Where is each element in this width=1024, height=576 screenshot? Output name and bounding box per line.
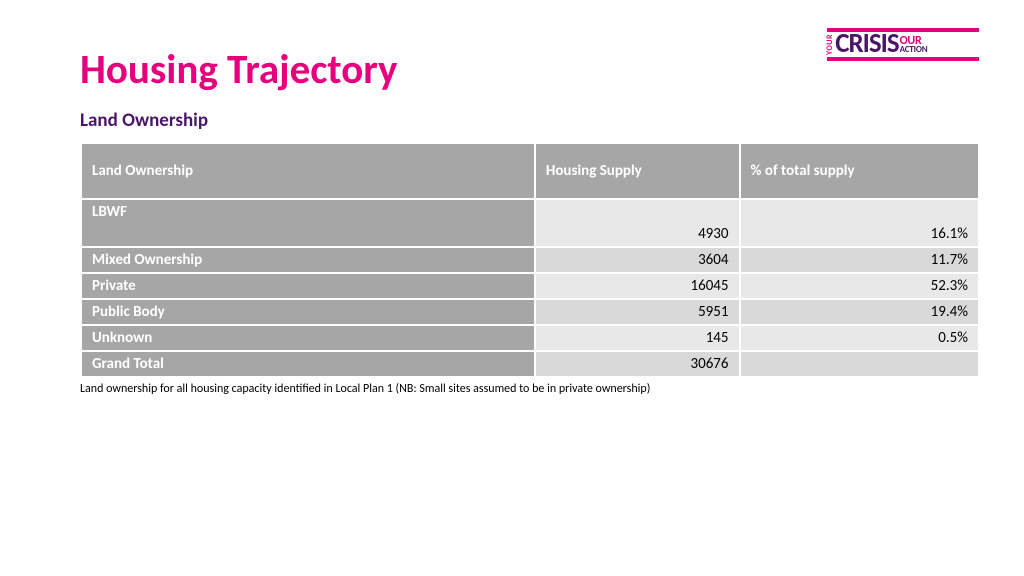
- table-row: Mixed Ownership360411.7%: [81, 247, 979, 273]
- logo-your: YOUR: [827, 34, 834, 55]
- table-row: Private1604552.3%: [81, 273, 979, 299]
- col-header-ownership: Land Ownership: [81, 143, 535, 199]
- row-label: Unknown: [81, 325, 535, 351]
- land-ownership-table: Land Ownership Housing Supply % of total…: [80, 142, 980, 378]
- cell-pct: 0.5%: [740, 325, 980, 351]
- col-header-supply: Housing Supply: [535, 143, 740, 199]
- row-label: Mixed Ownership: [81, 247, 535, 273]
- table-header-row: Land Ownership Housing Supply % of total…: [81, 143, 979, 199]
- cell-pct: 19.4%: [740, 299, 980, 325]
- cell-supply: 30676: [535, 351, 740, 377]
- cell-supply: 3604: [535, 247, 740, 273]
- table-row: Public Body595119.4%: [81, 299, 979, 325]
- cell-pct: 11.7%: [740, 247, 980, 273]
- logo-action: ACTION: [900, 46, 928, 54]
- cell-supply: 145: [535, 325, 740, 351]
- slide-container: YOUR CRISIS OUR ACTION Housing Trajector…: [0, 0, 1024, 576]
- row-label: Public Body: [81, 299, 535, 325]
- table-row: Grand Total30676: [81, 351, 979, 377]
- table-footnote: Land ownership for all housing capacity …: [80, 382, 964, 396]
- cell-pct: 16.1%: [740, 199, 980, 247]
- logo-crisis: CRISIS: [835, 33, 898, 56]
- cell-supply: 4930: [535, 199, 740, 247]
- row-label: LBWF: [81, 199, 535, 247]
- cell-supply: 5951: [535, 299, 740, 325]
- col-header-pct: % of total supply: [740, 143, 980, 199]
- table-row: LBWF493016.1%: [81, 199, 979, 247]
- brand-logo: YOUR CRISIS OUR ACTION: [827, 28, 979, 61]
- logo-wordmark: YOUR CRISIS OUR ACTION: [827, 32, 979, 57]
- row-label: Private: [81, 273, 535, 299]
- section-subtitle: Land Ownership: [80, 109, 964, 132]
- row-label: Grand Total: [81, 351, 535, 377]
- table-row: Unknown1450.5%: [81, 325, 979, 351]
- cell-supply: 16045: [535, 273, 740, 299]
- cell-pct: [740, 351, 980, 377]
- table-body: LBWF493016.1%Mixed Ownership360411.7%Pri…: [81, 199, 979, 377]
- cell-pct: 52.3%: [740, 273, 980, 299]
